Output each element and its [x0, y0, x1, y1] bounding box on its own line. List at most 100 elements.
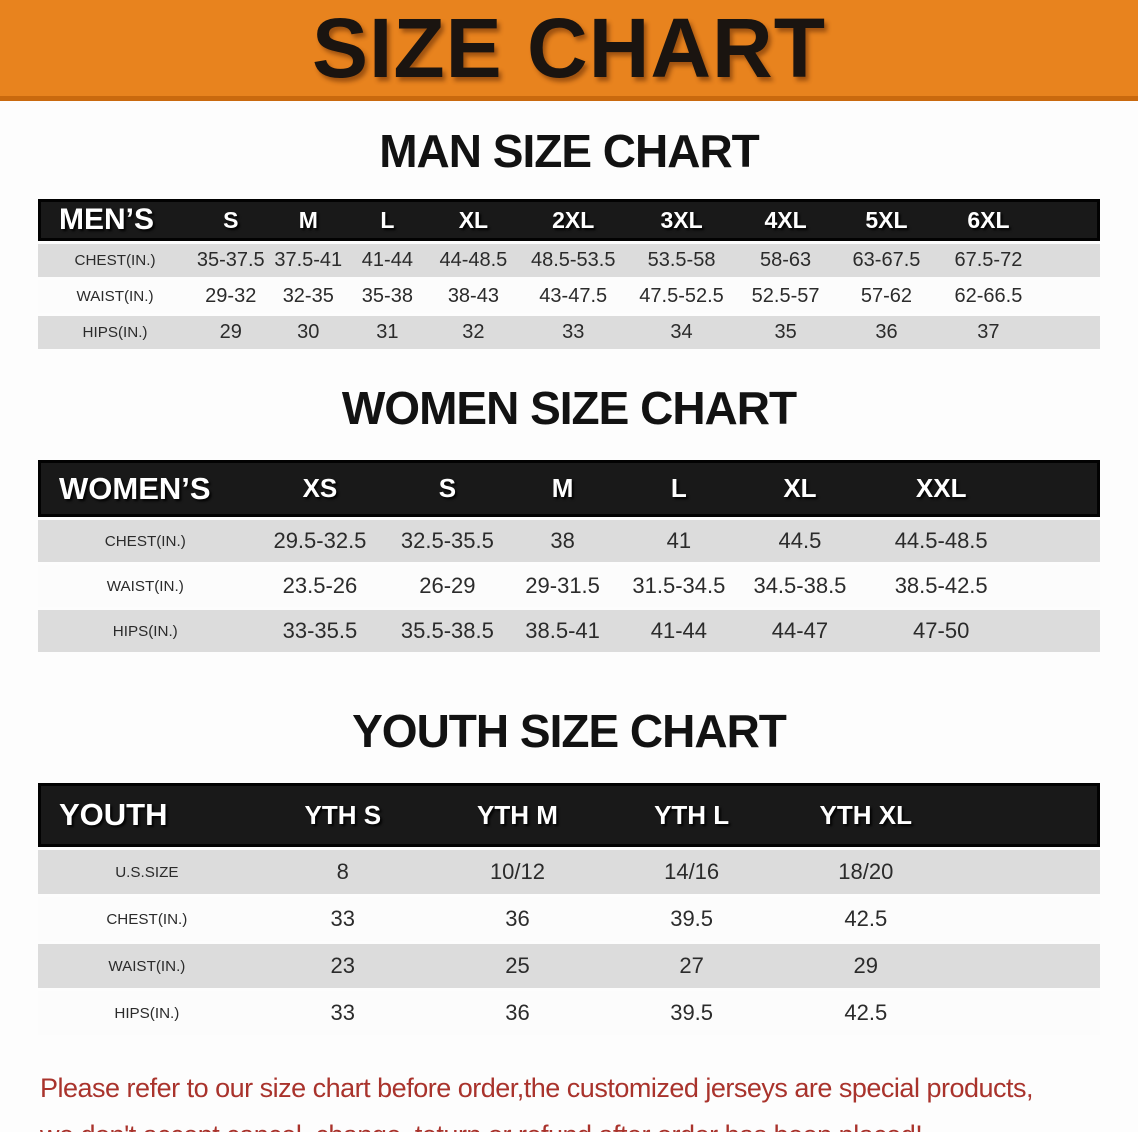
- size-value-cell: 33: [255, 991, 430, 1035]
- table-group-label: YOUTH: [38, 783, 256, 847]
- measurement-row: U.S.SIZE 8 10/12 14/16 18/20: [38, 850, 1100, 894]
- size-table-header-row: WOMEN’S XS S M L XL XXL: [38, 460, 1100, 517]
- size-value-cell: 8: [255, 850, 430, 894]
- size-column-header: YTH S: [255, 783, 430, 847]
- size-column-header: XXL: [859, 460, 1023, 517]
- size-value-cell: 29: [778, 944, 954, 988]
- size-column-header: XL: [739, 460, 860, 517]
- size-value-cell: 63-67.5: [835, 244, 938, 277]
- measurement-label: U.S.SIZE: [38, 850, 256, 894]
- measurement-row: HIPS(IN.) 33-35.5 35.5-38.5 38.5-41 41-44 44-…: [38, 610, 1100, 652]
- row-spacer: [1039, 244, 1100, 277]
- measurement-row: WAIST(IN.) 23 25 27 29: [38, 944, 1100, 988]
- size-value-cell: 58-63: [735, 244, 836, 277]
- table-group-label: WOMEN’S: [38, 460, 253, 517]
- measurement-row: CHEST(IN.) 29.5-32.5 32.5-35.5 38 41 44.5 44.5…: [38, 520, 1100, 562]
- row-spacer: [1039, 316, 1100, 349]
- women-size-table: WOMEN’S XS S M L XL XXL CHEST(IN.) 29.5-32.5 32.5…: [38, 457, 1100, 655]
- size-column-header: XS: [252, 460, 388, 517]
- size-value-cell: 29: [192, 316, 270, 349]
- size-value-cell: 33: [255, 897, 430, 941]
- order-policy-note-line1: Please refer to our size chart before or…: [40, 1073, 1034, 1103]
- size-value-cell: 52.5-57: [735, 280, 836, 313]
- order-policy-note-line2: we don't accept cancel, change, teturn o…: [40, 1112, 1098, 1132]
- size-value-cell: 27: [605, 944, 779, 988]
- size-value-cell: 32-35: [269, 280, 348, 313]
- size-value-cell: 38.5-42.5: [859, 565, 1023, 607]
- size-chart-banner: SIZE CHART: [0, 0, 1138, 101]
- row-spacer: [953, 897, 1100, 941]
- size-value-cell: 39.5: [605, 897, 779, 941]
- size-value-cell: 37: [937, 316, 1040, 349]
- youth-section-title: YOUTH SIZE CHART: [352, 705, 787, 757]
- size-value-cell: 23.5-26: [252, 565, 388, 607]
- size-value-cell: 36: [835, 316, 938, 349]
- row-spacer: [1022, 610, 1100, 652]
- measurement-label: CHEST(IN.): [38, 520, 253, 562]
- size-value-cell: 10/12: [429, 850, 606, 894]
- size-value-cell: 35.5-38.5: [387, 610, 508, 652]
- measurement-label: WAIST(IN.): [38, 280, 192, 313]
- size-column-header: 6XL: [937, 199, 1040, 241]
- size-value-cell: 44.5: [739, 520, 860, 562]
- row-spacer: [1039, 280, 1100, 313]
- size-value-cell: 29-31.5: [507, 565, 618, 607]
- size-column-header: 3XL: [627, 199, 736, 241]
- men-size-table: MEN’S S M L XL 2XL 3XL 4XL 5XL 6XL CHEST(IN.) 35-37…: [38, 196, 1100, 352]
- size-column-header: YTH XL: [778, 783, 954, 847]
- size-column-header: M: [269, 199, 348, 241]
- size-value-cell: 47.5-52.5: [627, 280, 736, 313]
- size-value-cell: 23: [255, 944, 430, 988]
- measurement-label: WAIST(IN.): [38, 565, 253, 607]
- youth-size-table: YOUTH YTH S YTH M YTH L YTH XL U.S.SIZE 8 10/12…: [38, 780, 1100, 1038]
- size-value-cell: 14/16: [605, 850, 779, 894]
- size-table-header-row: MEN’S S M L XL 2XL 3XL 4XL 5XL 6XL: [38, 199, 1100, 241]
- banner-title: SIZE CHART: [312, 1, 826, 95]
- size-value-cell: 38: [507, 520, 618, 562]
- size-column-header: S: [192, 199, 270, 241]
- measurement-label: WAIST(IN.): [38, 944, 256, 988]
- size-value-cell: 38-43: [427, 280, 520, 313]
- measurement-row: WAIST(IN.) 29-32 32-35 35-38 38-43 43-47.5 47.…: [38, 280, 1100, 313]
- women-section-title: WOMEN SIZE CHART: [341, 382, 797, 434]
- header-spacer: [1039, 199, 1100, 241]
- row-spacer: [1022, 520, 1100, 562]
- row-spacer: [953, 991, 1100, 1035]
- size-value-cell: 31: [347, 316, 428, 349]
- size-table-header-row: YOUTH YTH S YTH M YTH L YTH XL: [38, 783, 1100, 847]
- size-value-cell: 41-44: [617, 610, 740, 652]
- order-policy-note: Please refer to our size chart before or…: [40, 1065, 1098, 1132]
- row-spacer: [953, 850, 1100, 894]
- size-value-cell: 29-32: [192, 280, 270, 313]
- size-value-cell: 48.5-53.5: [519, 244, 628, 277]
- size-value-cell: 62-66.5: [937, 280, 1040, 313]
- size-value-cell: 42.5: [778, 897, 954, 941]
- measurement-label: HIPS(IN.): [38, 991, 256, 1035]
- measurement-row: HIPS(IN.) 29 30 31 32 33 34 35 36 37: [38, 316, 1100, 349]
- measurement-label: HIPS(IN.): [38, 610, 253, 652]
- size-value-cell: 43-47.5: [519, 280, 628, 313]
- man-size-chart-section: MAN SIZE CHART MEN’S S M L XL 2XL 3XL 4XL 5XL 6XL…: [0, 128, 1138, 352]
- header-spacer: [953, 783, 1100, 847]
- measurement-label: HIPS(IN.): [38, 316, 192, 349]
- size-value-cell: 29.5-32.5: [252, 520, 388, 562]
- size-value-cell: 35-37.5: [192, 244, 270, 277]
- size-value-cell: 33: [519, 316, 628, 349]
- size-value-cell: 18/20: [778, 850, 954, 894]
- size-value-cell: 57-62: [835, 280, 938, 313]
- size-column-header: YTH L: [605, 783, 779, 847]
- size-value-cell: 34.5-38.5: [739, 565, 860, 607]
- size-value-cell: 35-38: [347, 280, 428, 313]
- size-value-cell: 39.5: [605, 991, 779, 1035]
- row-spacer: [1022, 565, 1100, 607]
- size-value-cell: 36: [429, 991, 606, 1035]
- size-column-header: XL: [427, 199, 520, 241]
- size-value-cell: 53.5-58: [627, 244, 736, 277]
- measurement-row: HIPS(IN.) 33 36 39.5 42.5: [38, 991, 1100, 1035]
- size-value-cell: 32: [427, 316, 520, 349]
- size-value-cell: 32.5-35.5: [387, 520, 508, 562]
- size-value-cell: 26-29: [387, 565, 508, 607]
- youth-size-chart-section: YOUTH SIZE CHART YOUTH YTH S YTH M YTH L YTH…: [0, 708, 1138, 1038]
- measurement-row: CHEST(IN.) 35-37.5 37.5-41 41-44 44-48.5 48.5…: [38, 244, 1100, 277]
